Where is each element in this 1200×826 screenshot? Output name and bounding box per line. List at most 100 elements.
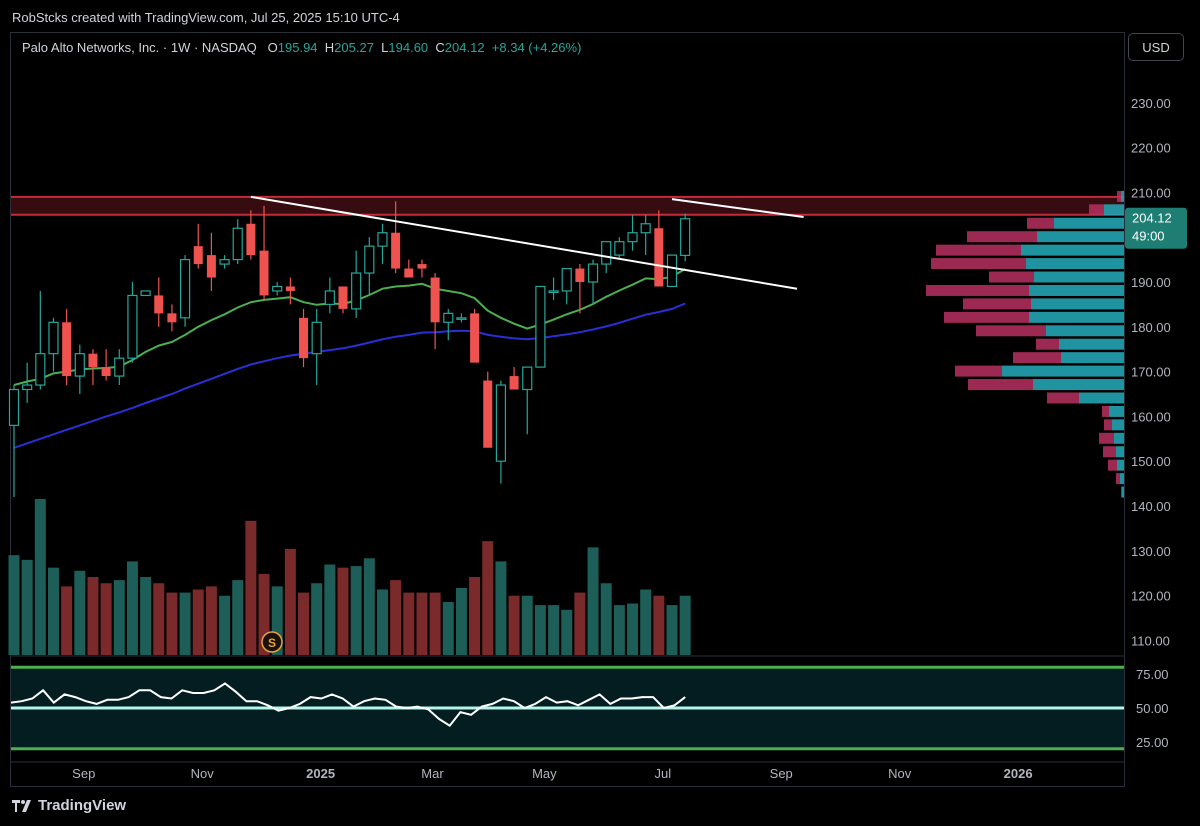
candle-body (232, 227, 243, 261)
candle[interactable] (495, 380, 507, 484)
candle-body (627, 232, 638, 243)
volume-bar (126, 561, 138, 655)
candle[interactable] (456, 313, 467, 323)
rsi-axis-tick: 25.00 (1136, 735, 1169, 750)
candle[interactable] (338, 286, 348, 314)
candle[interactable] (364, 237, 375, 296)
candle-body (114, 357, 125, 377)
candle[interactable] (614, 237, 625, 260)
volume-profile-down-bar (1104, 419, 1112, 431)
candle[interactable] (285, 277, 295, 305)
candle[interactable] (640, 214, 651, 256)
volume-profile-up-bar (1037, 231, 1124, 243)
volume-profile-down-bar (1099, 432, 1114, 444)
candle[interactable] (417, 259, 427, 278)
candle[interactable] (391, 201, 401, 274)
volume-profile-up-bar (1079, 392, 1124, 404)
price-axis-tick: 170.00 (1131, 365, 1171, 380)
candle-body (74, 353, 85, 377)
candle[interactable] (35, 290, 46, 390)
volume-profile-up-bar (1112, 419, 1124, 431)
candle-body (614, 241, 625, 256)
candle-body (470, 313, 480, 363)
candle[interactable] (561, 267, 572, 305)
candle[interactable] (179, 255, 191, 327)
price-axis-tick: 120.00 (1131, 589, 1171, 604)
candle[interactable] (311, 308, 322, 386)
low-value: 194.60 (388, 40, 429, 55)
volume-profile-down-bar (967, 231, 1037, 243)
candle[interactable] (114, 349, 125, 386)
candle-body (324, 290, 335, 305)
candle[interactable] (8, 385, 20, 498)
trendlines-group (250, 195, 804, 290)
candle-body (561, 267, 572, 292)
candle[interactable] (127, 282, 138, 363)
candle[interactable] (377, 223, 388, 265)
volume-bar (653, 595, 665, 655)
volume-bar (284, 548, 296, 655)
candle[interactable] (575, 264, 585, 314)
footer-bar (0, 788, 1200, 826)
time-axis-tick: Sep (770, 766, 793, 781)
candle[interactable] (404, 259, 414, 278)
last-price-label[interactable]: 204.12 49:00 (1125, 207, 1187, 249)
currency-button[interactable]: USD (1128, 33, 1184, 61)
volume-bar (166, 592, 178, 655)
volume-profile-down-bar (989, 271, 1034, 283)
candle-body (601, 241, 612, 265)
candle[interactable] (299, 308, 309, 368)
candle[interactable] (193, 223, 203, 269)
dividend-marker[interactable]: S (261, 631, 283, 653)
candle[interactable] (259, 205, 269, 300)
volume-profile-down-bar (1027, 217, 1054, 229)
candle[interactable] (509, 367, 519, 390)
candle[interactable] (62, 308, 72, 386)
candle[interactable] (522, 366, 533, 435)
candle[interactable] (351, 250, 362, 318)
candle[interactable] (535, 285, 546, 368)
candle[interactable] (470, 308, 480, 363)
volume-bar (561, 609, 573, 655)
volume-bar (258, 573, 270, 655)
candle[interactable] (324, 277, 335, 314)
bar-countdown: 49:00 (1132, 229, 1165, 244)
volume-profile-up-bar (1121, 190, 1124, 202)
candle[interactable] (101, 349, 111, 381)
candle[interactable] (654, 210, 664, 287)
candle[interactable] (167, 304, 177, 332)
candle[interactable] (548, 277, 559, 300)
time-axis-tick: Jul (654, 766, 671, 781)
candle[interactable] (680, 213, 691, 262)
candle-body (430, 277, 440, 323)
candle[interactable] (206, 232, 216, 291)
candle[interactable] (246, 210, 256, 260)
price-axis-tick: 160.00 (1131, 409, 1171, 424)
candle[interactable] (232, 219, 243, 265)
candle[interactable] (666, 254, 678, 288)
trendline[interactable] (250, 195, 798, 290)
candle[interactable] (154, 277, 164, 327)
candle[interactable] (74, 344, 85, 394)
volume-profile-up-bar (1116, 446, 1124, 458)
tradingview-brand[interactable]: TradingView (12, 797, 126, 814)
volume-profile-up-bar (1031, 298, 1124, 310)
volume-bar (21, 559, 33, 655)
candle[interactable] (22, 362, 33, 403)
candle[interactable] (443, 308, 454, 341)
candle-body (62, 322, 72, 377)
trendline[interactable] (671, 198, 804, 219)
candle[interactable] (587, 259, 599, 305)
candle[interactable] (48, 317, 59, 372)
volume-bar (482, 541, 494, 655)
candle[interactable] (627, 214, 638, 251)
candle[interactable] (483, 371, 493, 448)
time-axis-tick: 2026 (1004, 766, 1033, 781)
volume-bar (469, 577, 481, 655)
candle[interactable] (88, 349, 98, 386)
candle[interactable] (272, 282, 283, 296)
candle[interactable] (430, 273, 440, 350)
candle[interactable] (140, 290, 151, 297)
candle[interactable] (219, 255, 230, 269)
